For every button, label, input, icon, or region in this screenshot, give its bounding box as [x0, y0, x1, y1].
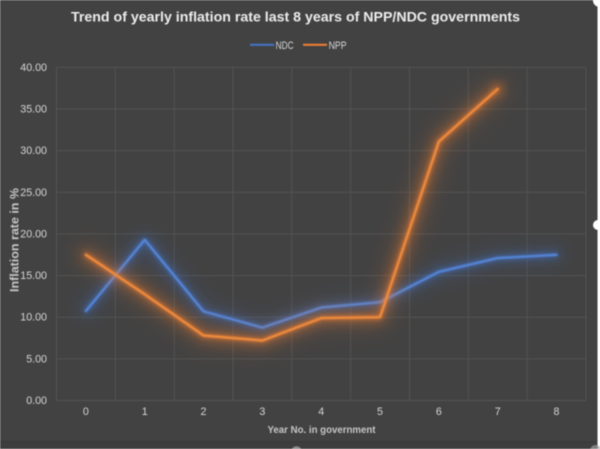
- svg-text:5: 5: [377, 406, 383, 418]
- svg-text:NDC: NDC: [276, 40, 294, 52]
- svg-text:10.00: 10.00: [20, 312, 47, 324]
- svg-text:35.00: 35.00: [20, 104, 47, 116]
- svg-text:25.00: 25.00: [20, 187, 47, 199]
- svg-text:20.00: 20.00: [20, 228, 47, 240]
- svg-text:15.00: 15.00: [20, 270, 47, 282]
- svg-text:6: 6: [436, 406, 442, 418]
- svg-text:1: 1: [142, 406, 148, 418]
- svg-text:Year No. in government: Year No. in government: [268, 425, 377, 436]
- svg-text:0: 0: [83, 406, 89, 418]
- svg-text:40.00: 40.00: [20, 62, 47, 74]
- svg-text:Trend of yearly inflation rate: Trend of yearly inflation rate last 8 ye…: [71, 9, 520, 25]
- svg-text:7: 7: [495, 406, 501, 418]
- svg-text:5.00: 5.00: [26, 353, 47, 365]
- svg-text:4: 4: [318, 406, 324, 418]
- svg-text:2: 2: [201, 406, 207, 418]
- svg-text:0.00: 0.00: [26, 395, 47, 407]
- svg-text:NPP: NPP: [329, 40, 347, 52]
- svg-text:8: 8: [554, 406, 560, 418]
- svg-text:Inflation rate in %: Inflation rate in %: [10, 188, 22, 292]
- svg-text:30.00: 30.00: [20, 145, 47, 157]
- svg-text:3: 3: [259, 406, 265, 418]
